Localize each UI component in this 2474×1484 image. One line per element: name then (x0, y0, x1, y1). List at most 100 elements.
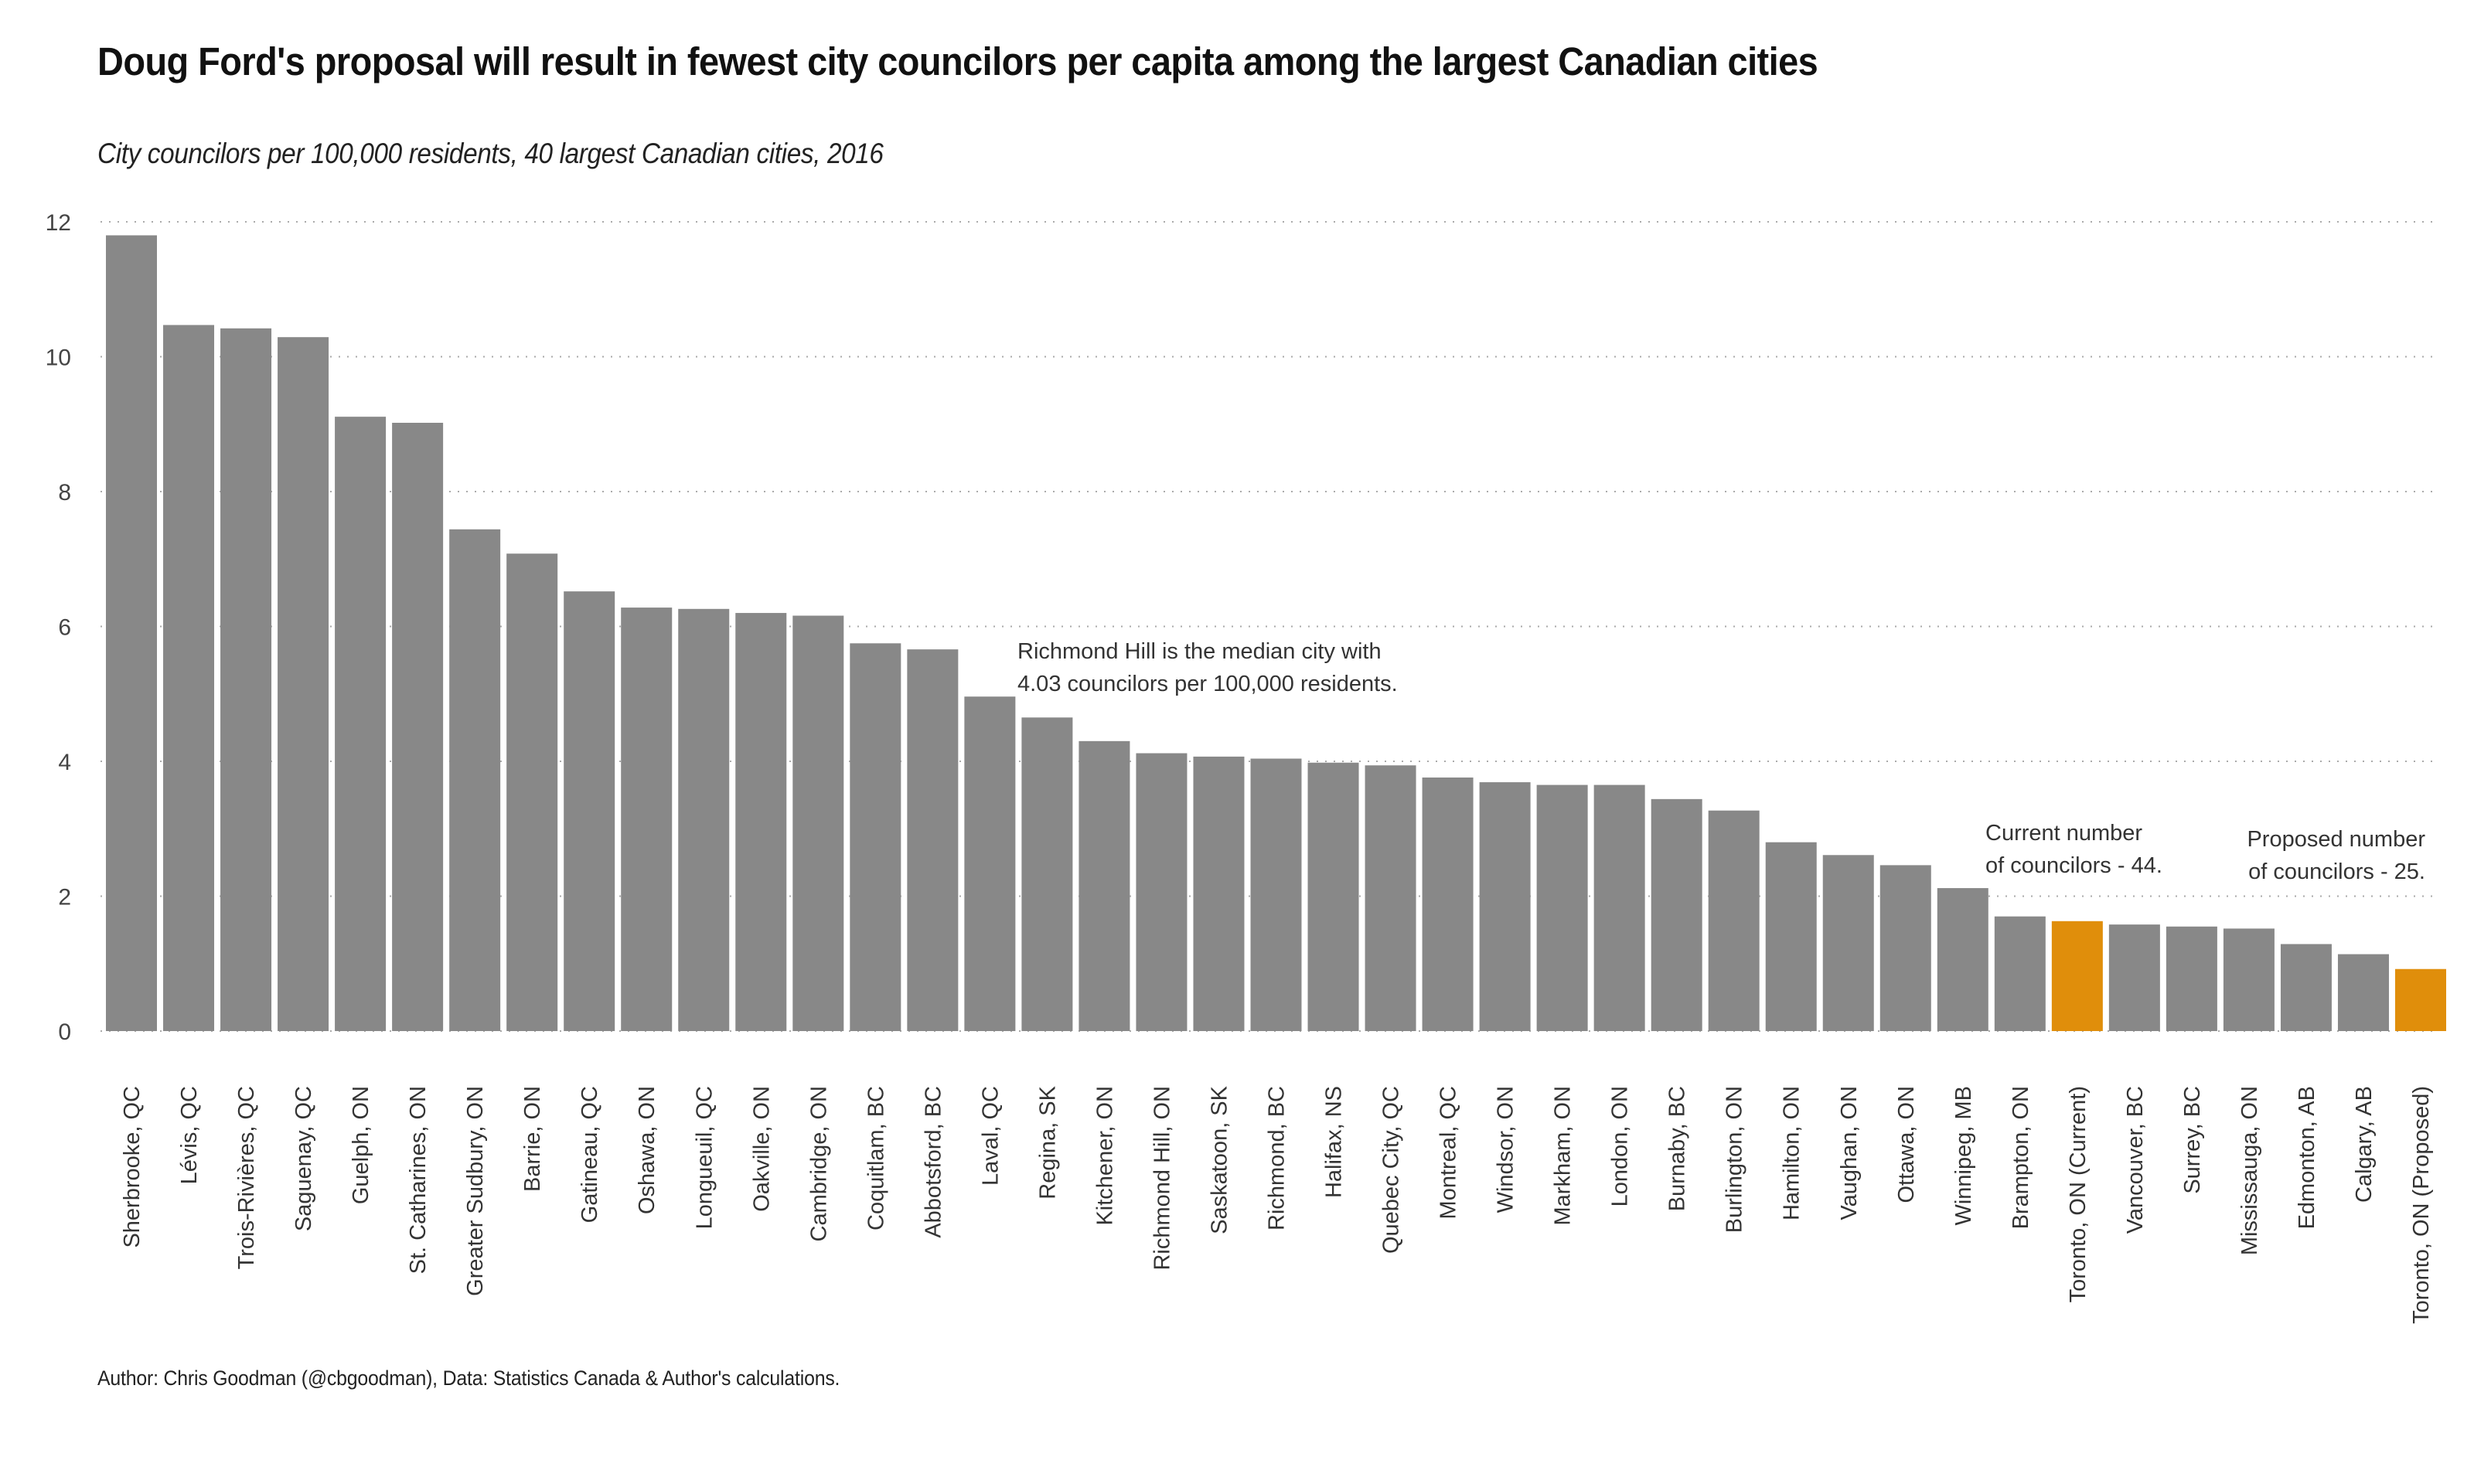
y-tick-label: 12 (46, 210, 71, 236)
x-tick-label: Burnaby, BC (1665, 1086, 1690, 1211)
x-tick-label: Sherbrooke, QC (120, 1086, 145, 1248)
bar (564, 591, 615, 1031)
x-tick-label: Calgary, AB (2352, 1086, 2377, 1203)
bar (1021, 717, 1073, 1031)
bar (792, 615, 844, 1031)
x-tick-label: Cambridge, ON (806, 1086, 831, 1241)
bar (1079, 740, 1130, 1031)
x-tick-label: St. Catharines, ON (406, 1086, 431, 1274)
y-axis-tick-labels: 0 2 4 6 8 10 12 (46, 210, 71, 1045)
bar (220, 328, 272, 1032)
x-tick-label: Hamilton, ON (1780, 1086, 1804, 1220)
bar (506, 553, 558, 1031)
x-tick-label: Coquitlam, BC (864, 1086, 888, 1230)
x-tick-label: Kitchener, ON (1092, 1086, 1117, 1226)
x-tick-label: Saguenay, QC (291, 1086, 316, 1231)
x-tick-label: Quebec City, QC (1379, 1086, 1404, 1254)
x-tick-label: Toronto, ON (Current) (2066, 1086, 2091, 1302)
bar (964, 696, 1016, 1031)
bar (2223, 928, 2275, 1031)
bar (1994, 916, 2046, 1031)
x-tick-label: Laval, QC (978, 1086, 1003, 1186)
bar (850, 643, 901, 1031)
x-tick-label: Brampton, ON (2009, 1086, 2033, 1229)
bar (1937, 888, 1988, 1031)
x-tick-label: Vaughan, ON (1837, 1086, 1862, 1220)
annotation: Current number of councilors - 44. (1985, 821, 2162, 878)
chart-subtitle: City councilors per 100,000 residents, 4… (97, 138, 884, 169)
x-tick-label: Windsor, ON (1494, 1086, 1518, 1213)
x-tick-label: Abbotsford, BC (921, 1086, 946, 1238)
bar (621, 608, 673, 1031)
bar (907, 649, 959, 1031)
bar (2166, 926, 2217, 1031)
bar (1365, 765, 1416, 1031)
bar-highlight (2395, 968, 2446, 1031)
x-tick-label: Markham, ON (1551, 1086, 1576, 1225)
x-tick-label: Vancouver, BC (2123, 1086, 2148, 1234)
bar (1193, 756, 1245, 1031)
x-tick-label: Halifax, NS (1322, 1086, 1347, 1198)
bar (678, 608, 730, 1031)
bar (278, 337, 329, 1031)
x-tick-label: Longueuil, QC (692, 1086, 717, 1229)
bar (449, 529, 501, 1031)
x-tick-label: Edmonton, AB (2295, 1086, 2319, 1229)
x-tick-label: Montreal, QC (1436, 1086, 1461, 1219)
bars (106, 235, 2446, 1032)
bar (2280, 944, 2332, 1031)
y-tick-label: 8 (58, 480, 71, 505)
annotation: Proposed number of councilors - 25. (2247, 827, 2425, 884)
x-tick-label: Oshawa, ON (635, 1086, 659, 1214)
x-tick-label: Guelph, ON (349, 1086, 373, 1204)
y-tick-label: 2 (58, 885, 71, 910)
chart-title: Doug Ford's proposal will result in fewe… (97, 39, 1818, 83)
bar (1765, 842, 1817, 1031)
x-tick-label: Gatineau, QC (578, 1086, 602, 1223)
x-axis-tick-labels: Sherbrooke, QC Lévis, QC Trois-Rivières, Q… (120, 1085, 2434, 1324)
chart-caption: Author: Chris Goodman (@cbgoodman), Data… (97, 1367, 840, 1390)
annotations: Richmond Hill is the median city with 4.0… (1017, 639, 2425, 884)
bar (1422, 777, 1474, 1031)
bar (2108, 924, 2160, 1031)
bar (1822, 855, 1874, 1031)
x-tick-label: Ottawa, ON (1894, 1086, 1919, 1203)
x-tick-label: Toronto, ON (Proposed) (2409, 1086, 2434, 1324)
x-tick-label: Barrie, ON (520, 1086, 545, 1192)
y-tick-label: 4 (58, 750, 71, 775)
bar (1879, 865, 1931, 1031)
y-tick-label: 6 (58, 615, 71, 641)
bar (1651, 798, 1702, 1031)
x-tick-label: Regina, SK (1035, 1085, 1060, 1199)
bar (1708, 810, 1760, 1031)
bar (735, 613, 787, 1031)
bar (106, 235, 157, 1032)
x-tick-label: Mississauga, ON (2237, 1086, 2262, 1255)
x-tick-label: Surrey, BC (2180, 1086, 2205, 1194)
bar (335, 417, 387, 1031)
bar (2337, 954, 2389, 1031)
bar (163, 325, 215, 1031)
x-tick-label: Richmond, BC (1265, 1086, 1290, 1230)
x-tick-label: Saskatoon, SK (1207, 1085, 1232, 1234)
y-tick-label: 0 (58, 1019, 71, 1045)
x-tick-label: Winnipeg, MB (1951, 1086, 1976, 1226)
bar (392, 423, 444, 1031)
bar (1479, 782, 1531, 1031)
x-tick-label: Greater Sudbury, ON (463, 1086, 488, 1296)
x-tick-label: London, ON (1608, 1086, 1633, 1207)
x-tick-label: Burlington, ON (1723, 1086, 1747, 1233)
bar (1250, 758, 1302, 1031)
x-tick-label: Richmond Hill, ON (1150, 1086, 1174, 1271)
bar (1593, 785, 1645, 1031)
annotation: Richmond Hill is the median city with 4.0… (1017, 639, 1398, 696)
bar (1307, 762, 1359, 1031)
bar (1536, 785, 1588, 1031)
bar-highlight (2051, 921, 2103, 1031)
x-tick-label: Lévis, QC (177, 1086, 202, 1184)
x-tick-label: Oakville, ON (749, 1086, 774, 1212)
y-tick-label: 10 (46, 345, 71, 371)
bar (1136, 753, 1188, 1031)
x-tick-label: Trois-Rivières, QC (234, 1086, 259, 1269)
